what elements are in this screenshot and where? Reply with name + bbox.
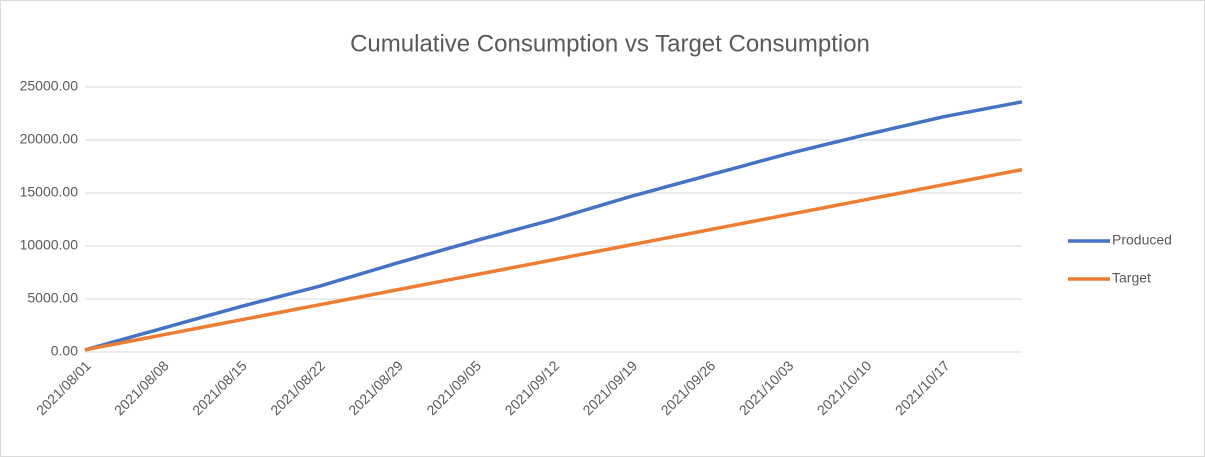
y-tick-label: 0.00 [51, 343, 78, 359]
legend-label: Produced [1112, 232, 1172, 248]
chart-title: Cumulative Consumption vs Target Consump… [350, 30, 870, 57]
legend-label: Target [1112, 270, 1151, 286]
y-tick-label: 10000.00 [20, 237, 79, 253]
series-line [84, 100, 1023, 352]
y-tick-label: 25000.00 [20, 78, 79, 94]
y-tick-label: 15000.00 [20, 184, 79, 200]
y-tick-label: 5000.00 [27, 290, 78, 306]
series-line [84, 167, 1023, 352]
y-tick-label: 20000.00 [20, 131, 79, 147]
